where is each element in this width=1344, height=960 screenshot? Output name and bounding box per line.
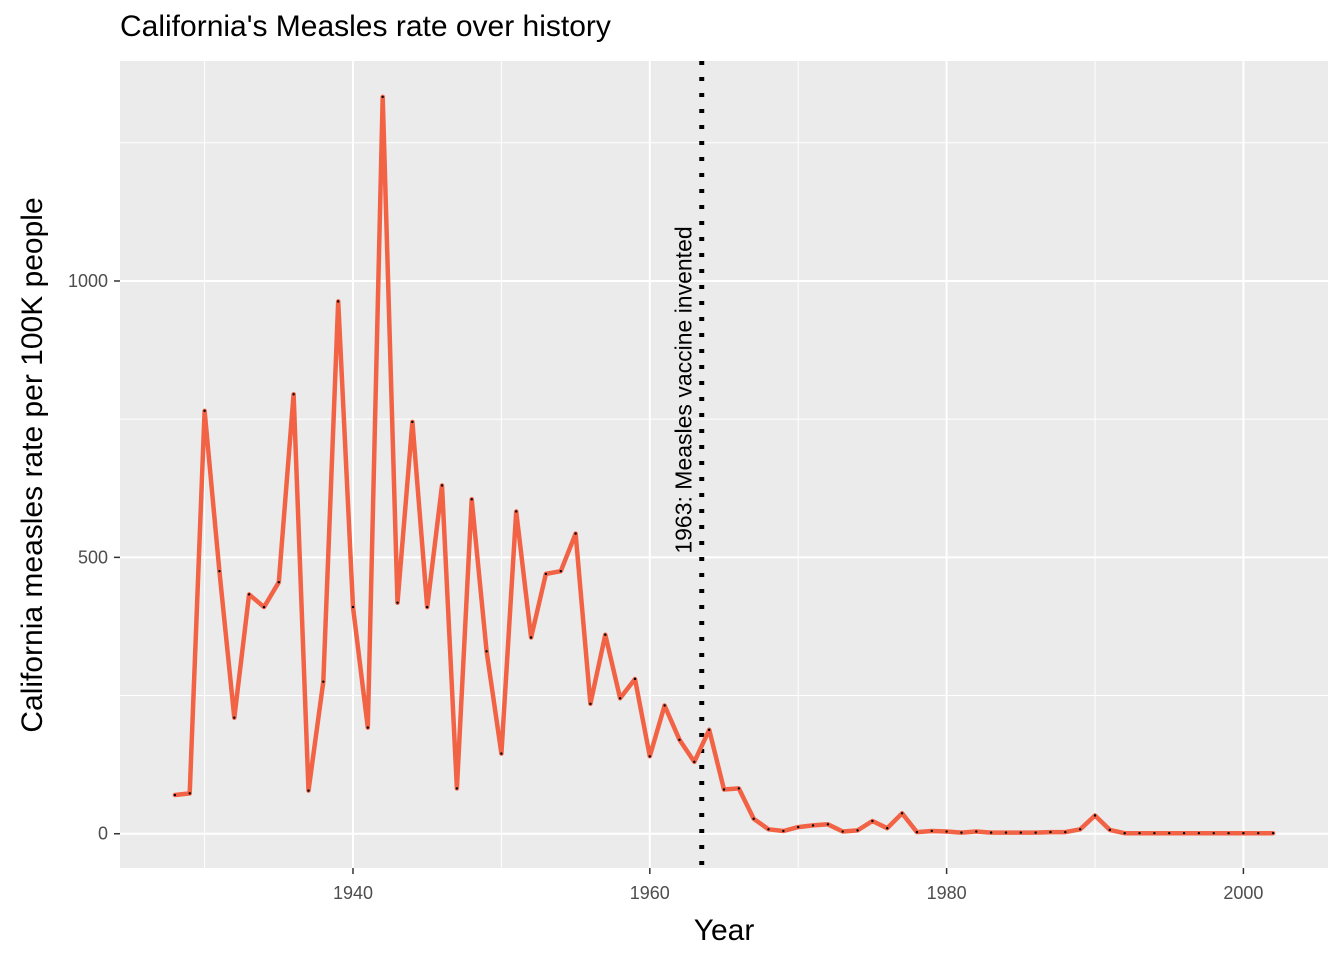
data-point — [574, 532, 577, 535]
plot-panel — [120, 61, 1328, 868]
x-tick-label: 2000 — [1223, 883, 1263, 903]
y-axis-title: California measles rate per 100K people — [16, 197, 49, 732]
data-point — [900, 812, 904, 815]
data-point — [1064, 830, 1067, 834]
data-point — [1078, 828, 1082, 831]
data-point — [1271, 831, 1275, 835]
data-point — [604, 633, 607, 636]
chart-title: California's Measles rate over history — [120, 10, 611, 43]
data-point — [544, 572, 548, 576]
x-tick-label: 1960 — [630, 883, 670, 903]
data-point — [1212, 831, 1215, 835]
data-point — [336, 300, 340, 303]
x-axis-title: Year — [694, 914, 755, 947]
data-point — [1257, 831, 1260, 835]
data-point — [500, 752, 503, 755]
data-point — [173, 793, 177, 797]
data-point — [1153, 831, 1156, 835]
data-point — [1227, 831, 1230, 835]
y-axis: 0 500 1000 — [68, 271, 120, 844]
data-point — [960, 831, 963, 834]
x-tick-label: 1940 — [333, 883, 373, 903]
data-point — [886, 827, 889, 830]
data-points — [173, 95, 1275, 835]
data-point — [1004, 831, 1008, 834]
data-point — [1034, 831, 1037, 834]
data-point — [262, 605, 266, 609]
data-point — [1108, 828, 1112, 832]
data-point — [203, 409, 206, 413]
data-point — [470, 498, 473, 501]
data-point — [841, 830, 844, 833]
data-point — [233, 716, 236, 719]
data-point — [737, 787, 741, 790]
data-point — [648, 755, 651, 758]
data-point — [782, 829, 785, 833]
data-point — [589, 702, 592, 706]
data-point — [1168, 831, 1171, 835]
data-point — [247, 593, 251, 596]
data-point — [930, 829, 933, 833]
data-point — [1123, 831, 1126, 835]
data-point — [1093, 814, 1097, 817]
data-point — [811, 824, 815, 827]
data-point — [307, 789, 310, 792]
data-point — [515, 510, 518, 513]
data-point — [856, 829, 859, 832]
data-point — [425, 605, 429, 609]
data-point — [722, 788, 726, 791]
data-point — [945, 830, 948, 833]
data-point — [752, 817, 755, 821]
data-point — [871, 819, 874, 823]
data-point — [277, 581, 280, 584]
data-point — [797, 825, 800, 829]
data-point — [693, 760, 696, 764]
data-point — [1242, 831, 1245, 835]
data-point — [411, 420, 414, 424]
data-point — [707, 728, 711, 732]
y-tick-label: 1000 — [68, 271, 108, 291]
minor-grid — [120, 61, 1328, 868]
data-point — [663, 704, 666, 707]
data-point — [618, 697, 622, 700]
data-point — [559, 569, 562, 573]
data-point — [396, 601, 399, 604]
data-point — [485, 650, 488, 653]
data-point — [1182, 831, 1186, 835]
data-point — [218, 569, 221, 573]
y-tick-label: 500 — [78, 547, 108, 567]
x-tick-label: 1980 — [927, 883, 967, 903]
data-point — [351, 605, 355, 609]
data-point — [975, 830, 978, 833]
data-point — [188, 792, 191, 795]
data-point — [633, 677, 637, 681]
data-point — [915, 830, 919, 834]
data-point — [366, 726, 370, 729]
y-tick-label: 0 — [98, 824, 108, 844]
vaccine-annotation-label: 1963: Measles vaccine invented — [671, 226, 697, 553]
data-point — [529, 636, 533, 639]
data-point — [381, 95, 384, 99]
data-point — [826, 823, 830, 826]
data-point — [322, 680, 325, 683]
data-point — [678, 738, 681, 741]
data-point — [989, 831, 993, 834]
data-point — [1049, 830, 1052, 834]
data-point — [455, 787, 459, 790]
data-point — [1019, 831, 1023, 834]
data-point — [767, 828, 770, 831]
data-point — [292, 393, 295, 396]
x-axis: 1940 1960 1980 2000 — [333, 868, 1263, 903]
data-point — [1197, 831, 1201, 835]
data-point — [440, 484, 444, 487]
data-point — [1138, 831, 1141, 835]
